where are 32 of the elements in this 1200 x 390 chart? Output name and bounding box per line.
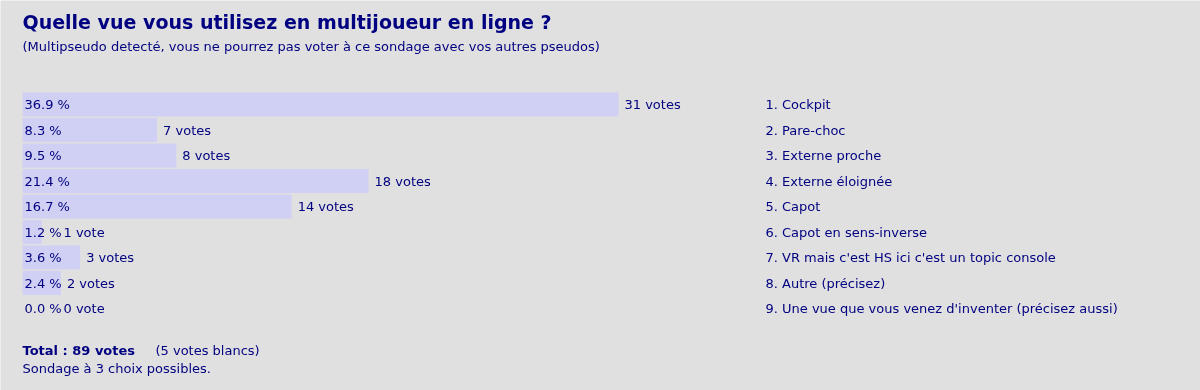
y-tick-label: 7. VR mais c'est HS ici c'est un topic console (765, 250, 1056, 265)
y-tick-label: 6. Capot en sens-inverse (765, 224, 928, 240)
annotation: 36.9 % (24, 97, 70, 112)
data-label: 31 votes (624, 97, 681, 112)
data-label: 3 votes (86, 250, 135, 265)
y-tick-label: 1. Cockpit (765, 97, 831, 112)
text: (5 votes blancs) (155, 342, 260, 358)
data-label: 0 vote (63, 301, 105, 316)
annotation: 2.4 % (24, 275, 62, 291)
data-label: 14 votes (297, 199, 355, 214)
chart-subtitle: (Multipseudo detecté, vous ne pourrez pas voter à ce sondage avec vos autres pseudos) (22, 38, 600, 54)
data-label: 18 votes (374, 173, 431, 189)
y-tick-label: 8. Autre (précisez) (765, 275, 886, 291)
y-tick-label: 9. Une vue que vous venez d'inventer (précisez aussi) (765, 301, 1118, 316)
annotation: 16.7 % (24, 199, 70, 214)
data-label: 8 votes (182, 148, 231, 163)
y-tick-label: 3. Externe proche (765, 148, 882, 163)
annotation: 3.6 % (24, 250, 62, 265)
annotation: 8.3 % (24, 122, 62, 138)
data-label: 7 votes (163, 122, 212, 138)
annotation: 1.2 % (24, 224, 62, 240)
data-label: 2 votes (66, 275, 116, 291)
y-tick-label: 2. Pare-choc (765, 122, 846, 138)
chart-title: Quelle vue vous utilisez en multijoueur en ligne ? (22, 10, 552, 33)
text: Total : 89 votes (22, 342, 136, 358)
annotation: 21.4 % (24, 173, 70, 189)
data-label: 1 vote (63, 224, 105, 240)
annotation: 9.5 % (24, 148, 62, 163)
annotation: 0.0 % (24, 301, 62, 316)
y-tick-label: 4. Externe éloignée (765, 173, 893, 189)
text: Sondage à 3 choix possibles. (22, 360, 211, 376)
y-tick-label: 5. Capot (765, 199, 821, 214)
